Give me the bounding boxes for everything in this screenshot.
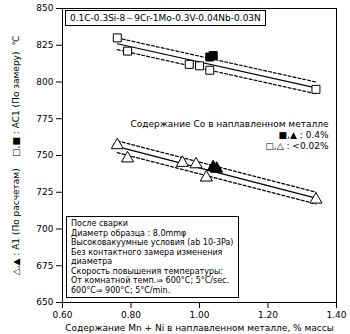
svg-text:△,▲ : A1 (По расчетам) □,■: △,▲ : A1 (По расчетам) □,■ : AC1 (По зам… [11,36,21,276]
html-text:диаметра: диаметра [71,257,113,266]
svg-text:1.20: 1.20 [258,310,278,320]
svg-text:Содержание Co в наплавленном м: Содержание Co в наплавленном металле■,▲ … [130,118,328,151]
svg-text:0.60: 0.60 [52,310,72,320]
svg-text:675: 675 [36,261,53,271]
svg-text:825: 825 [36,40,53,50]
html-text:600°C⇒ 900°C; 5°C/min.: 600°C⇒ 900°C; 5°C/min. [71,285,171,295]
html-text:Высоковакуумные условия (ab 10: Высоковакуумные условия (ab 10-3Pa) [71,238,234,247]
html-text:Диаметр образца : 8.0mmφ: Диаметр образца : 8.0mmφ [71,228,187,238]
html-text:Без контактного замера изменен: Без контактного замера изменения [71,247,223,257]
svg-text:1.40: 1.40 [326,310,346,320]
svg-text:650: 650 [36,297,53,307]
html-text:От комнатной темп.⇒ 600°C; 5°C: От комнатной темп.⇒ 600°C; 5°C/sec. [71,276,230,285]
html-text:После сварки: После сварки [71,219,128,228]
svg-text:1.00: 1.00 [189,310,209,320]
svg-text:750: 750 [36,150,53,160]
svg-text:850: 850 [36,3,53,13]
svg-text:725: 725 [36,187,53,197]
svg-text:Содержание Mn + Ni в наплавлен: Содержание Mn + Ni в наплавленном металл… [65,323,334,333]
svg-text:700: 700 [36,224,53,234]
html-text:0.1C-0.3Si-8～9Cr-1Mo-0.3V-0.04: 0.1C-0.3Si-8～9Cr-1Mo-0.3V-0.04Nb-0.03N [70,13,261,23]
svg-text:775: 775 [36,114,53,124]
svg-text:800: 800 [36,77,53,87]
svg-text:0.80: 0.80 [121,310,141,320]
html-text:Скорость повышения температуры: Скорость повышения температуры: [71,266,223,276]
